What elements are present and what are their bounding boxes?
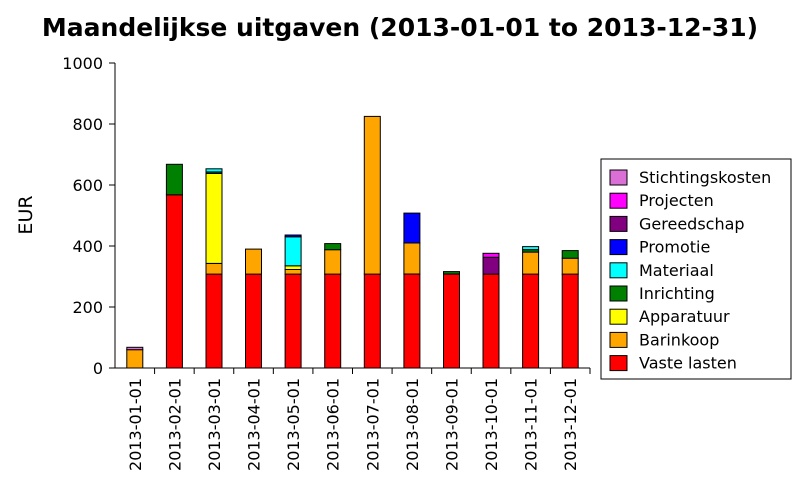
legend-swatch [609,169,628,186]
x-tick-label: 2013-03-01 [205,378,224,471]
legend-swatch [609,192,628,209]
bar-segment-2013-02-01-1 [165,194,183,369]
bar-segment-2013-05-01-3 [284,265,302,270]
bar-segment-2013-03-01-5 [205,168,223,173]
x-tick-label: 2013-08-01 [403,378,422,471]
legend-swatch [609,262,628,279]
y-tick-label: 600 [72,176,103,195]
bar-segment-2013-06-01-1 [324,273,342,369]
bar-segment-2013-03-01-1 [205,273,223,369]
bar-segment-2013-03-01-2 [205,262,223,275]
y-tick-label: 200 [72,298,103,317]
x-tick-label: 2013-07-01 [363,378,382,471]
bars-group [126,115,579,369]
bar-segment-2013-08-01-1 [403,273,421,369]
bar-segment-2013-12-01-2 [561,257,579,275]
x-tick-label: 2013-06-01 [324,378,343,471]
bar-segment-2013-05-01-6 [284,234,302,238]
bar-segment-2013-06-01-4 [324,243,342,251]
legend-label: Stichtingskosten [639,168,771,187]
bar-segment-2013-08-01-6 [403,212,421,244]
y-tick-label: 1000 [62,54,103,73]
bar-segment-2013-11-01-2 [522,251,540,275]
bar-segment-2013-01-01-9 [126,346,144,351]
bar-segment-2013-07-01-2 [363,115,381,275]
legend-swatch [609,285,628,302]
bar-segment-2013-05-01-1 [284,273,302,369]
bar-segment-2013-09-01-4 [443,271,460,275]
bar-segment-2013-11-01-1 [522,273,540,369]
x-tick-label: 2013-10-01 [482,378,501,471]
x-tick-label: 2013-02-01 [165,378,184,471]
bar-segment-2013-02-01-4 [165,163,183,196]
axes-group: 0 200 400 600 800 1000 2013-01-01 2013-02-01 201… [62,54,591,471]
bar-segment-2013-04-01-1 [245,273,262,369]
legend: Stichtingskosten Projecten Gereedschap Prom… [600,158,792,380]
legend-label: Apparatuur [639,307,730,326]
bar-segment-2013-07-01-1 [363,273,381,369]
x-tick-label: 2013-11-01 [522,378,541,471]
legend-label: Barinkoop [639,330,719,349]
x-tick-label: 2013-05-01 [284,378,303,471]
y-tick-label: 800 [72,115,103,134]
bar-segment-2013-01-01-2 [126,349,144,369]
x-tick-label: 2013-12-01 [561,378,580,471]
bar-segment-2013-05-01-2 [284,269,302,275]
bar-segment-2013-03-01-3 [205,172,223,264]
legend-label: Materiaal [639,261,714,280]
y-tick-label: 0 [93,359,103,378]
x-tick-label: 2013-01-01 [126,378,145,471]
legend-swatch [609,355,628,372]
x-tick-label: 2013-04-01 [245,378,264,471]
bar-segment-2013-12-01-4 [561,250,579,259]
bar-segment-2013-12-01-1 [561,273,579,369]
y-tick-label: 400 [72,237,103,256]
y-axis-label: EUR [15,195,37,234]
bar-segment-2013-11-01-5 [522,246,540,251]
x-tick-label: 2013-09-01 [443,378,462,471]
bar-segment-2013-10-01-7 [482,256,500,275]
bar-segment-2013-04-01-2 [245,248,262,275]
legend-label: Inrichting [639,284,715,303]
legend-label: Vaste lasten [639,354,737,373]
bar-segment-2013-06-01-2 [324,249,342,275]
legend-swatch [609,308,628,325]
legend-box [600,158,792,380]
legend-label: Promotie [639,238,710,257]
chart-title: Maandelijkse uitgaven (2013-01-01 to 201… [42,13,758,42]
bar-segment-2013-09-01-1 [443,273,460,369]
legend-swatch [609,215,628,232]
bar-segment-2013-08-01-2 [403,242,421,275]
legend-label: Projecten [639,191,714,210]
legend-label: Gereedschap [639,214,745,233]
bar-segment-2013-05-01-5 [284,236,302,267]
legend-swatch [609,239,628,256]
legend-swatch [609,331,628,348]
bar-segment-2013-10-01-1 [482,273,500,369]
bar-segment-2013-10-01-8 [482,252,500,258]
